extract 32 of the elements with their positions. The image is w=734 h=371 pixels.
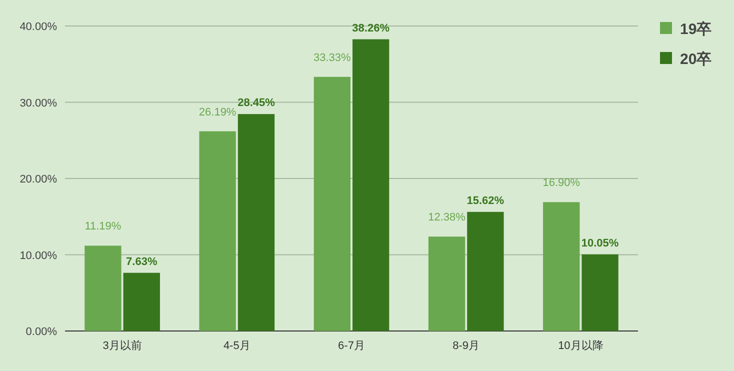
data-label: 33.33% bbox=[314, 52, 352, 64]
y-tick-label: 0.00% bbox=[26, 326, 58, 338]
data-label: 16.90% bbox=[542, 177, 580, 190]
legend-label: 19卒 bbox=[680, 20, 712, 38]
data-label: 38.26% bbox=[352, 22, 390, 34]
bar bbox=[543, 202, 580, 331]
y-tick-label: 20.00% bbox=[20, 174, 58, 186]
bar bbox=[123, 272, 160, 331]
x-tick-label: 6-7月 bbox=[338, 340, 365, 352]
data-label: 11.19% bbox=[84, 220, 122, 233]
data-label: 10.05% bbox=[581, 237, 619, 250]
data-label: 12.38% bbox=[428, 212, 466, 224]
y-tick-label: 10.00% bbox=[20, 250, 58, 262]
y-tick-label: 40.00% bbox=[20, 21, 58, 33]
bar bbox=[467, 212, 504, 331]
bar bbox=[582, 254, 618, 331]
data-label: 7.63% bbox=[126, 256, 158, 268]
y-tick-label: 30.00% bbox=[20, 97, 58, 110]
x-tick-label: 10月以降 bbox=[558, 339, 604, 352]
x-tick-label: 4-5月 bbox=[223, 340, 250, 352]
bar bbox=[84, 246, 122, 331]
data-label: 15.62% bbox=[466, 194, 504, 207]
bar bbox=[428, 236, 466, 331]
bar bbox=[352, 39, 390, 331]
bar bbox=[314, 76, 350, 331]
x-tick-label: 3月以前 bbox=[102, 339, 142, 352]
legend-label: 20卒 bbox=[680, 50, 712, 68]
data-label: 26.19% bbox=[198, 106, 236, 118]
bar bbox=[199, 131, 236, 331]
bar bbox=[238, 114, 275, 331]
x-tick-label: 8-9月 bbox=[452, 340, 480, 352]
data-label: 28.45% bbox=[238, 97, 276, 110]
